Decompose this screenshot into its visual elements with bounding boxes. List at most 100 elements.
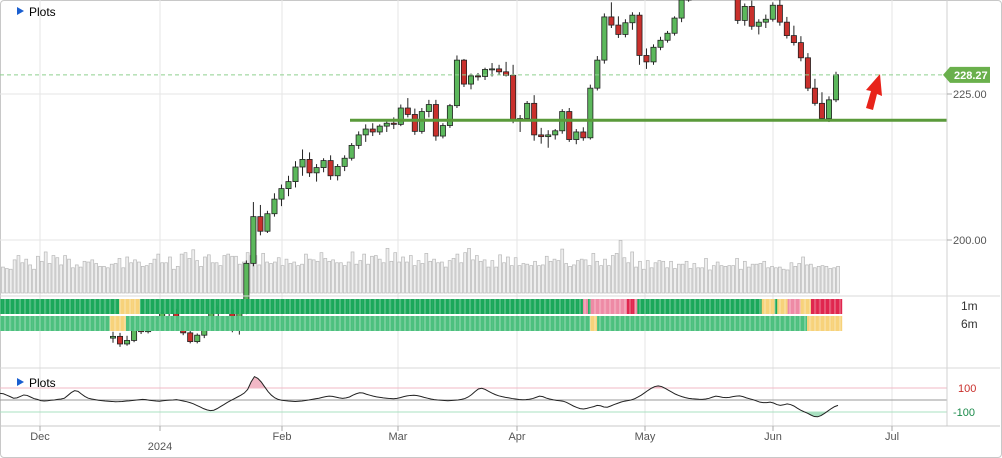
heatmap-cell-6m — [163, 316, 166, 331]
heatmap-cell-6m — [688, 316, 691, 331]
main-panel-title[interactable]: Plots — [29, 5, 56, 19]
volume-bar — [86, 261, 91, 294]
candle-down — [636, 14, 643, 56]
heatmap-cell-1m — [686, 299, 690, 314]
expand-triangle-icon[interactable] — [17, 378, 24, 386]
heatmap-cell-6m — [669, 316, 672, 331]
heatmap-cell-1m — [160, 299, 164, 314]
heatmap-cell-1m — [497, 299, 501, 314]
heatmap-cell-1m — [220, 299, 224, 314]
heatmap-cell-1m — [637, 299, 641, 314]
heatmap-cell-6m — [247, 316, 250, 331]
heatmap-cell-1m — [321, 299, 325, 314]
heatmap-cell-6m — [11, 316, 15, 331]
candle-down — [734, 0, 741, 21]
lower-panel-title[interactable]: Plots — [29, 376, 56, 390]
heatmap-cell-1m — [626, 299, 630, 314]
heatmap-cell-1m — [541, 299, 545, 314]
heatmap-cell-6m — [620, 316, 623, 331]
heatmap-cell-6m — [431, 316, 435, 331]
heatmap-cell-6m — [524, 316, 528, 331]
heatmap-cell-1m — [427, 299, 431, 314]
heatmap-cell-6m — [737, 316, 740, 331]
heatmap-cell-6m — [284, 316, 288, 331]
heatmap-cell-1m — [715, 299, 718, 314]
heatmap-cell-6m — [489, 316, 493, 331]
heatmap-cell-6m — [496, 316, 500, 331]
volume-bar — [688, 268, 693, 294]
volume-bar — [828, 268, 833, 294]
candle-down — [818, 102, 825, 119]
volume-bar — [20, 262, 25, 294]
expand-triangle-icon[interactable] — [17, 7, 24, 15]
heatmap-cell-6m — [326, 316, 330, 331]
volume-bar — [160, 262, 164, 294]
heatmap-cell-1m — [225, 299, 229, 314]
heatmap-cell-6m — [289, 316, 292, 331]
heatmap-cell-6m — [160, 316, 164, 331]
heatmap-cell-6m — [471, 316, 474, 331]
heatmap-cell-1m — [634, 299, 638, 314]
heatmap-cell-6m — [242, 316, 246, 331]
candle-down — [776, 4, 783, 23]
heatmap-cell-1m — [189, 299, 192, 314]
heatmap-cell-1m — [25, 299, 29, 314]
heatmap-cell-1m — [696, 299, 700, 314]
heatmap-cell-6m — [515, 316, 518, 331]
heatmap-cell-6m — [699, 316, 703, 331]
heatmap-cell-6m — [233, 316, 236, 331]
heatmap-cell-6m — [202, 316, 206, 331]
heatmap-cell-1m — [720, 299, 724, 314]
volume-bar — [5, 268, 9, 294]
heatmap-cell-6m — [557, 316, 560, 331]
heatmap-cell-6m — [195, 316, 199, 331]
volume-bar — [696, 267, 701, 294]
heatmap-cell-1m — [199, 299, 203, 314]
candle-up — [425, 104, 432, 112]
volume-bar — [630, 251, 634, 294]
volume-bar — [393, 252, 398, 294]
volume-bar — [432, 258, 436, 294]
heatmap-cell-1m — [12, 299, 16, 314]
volume-bar — [129, 262, 133, 294]
heatmap-cell-6m — [270, 316, 274, 331]
heatmap-cell-6m — [130, 316, 134, 331]
heatmap-cell-6m — [772, 316, 775, 331]
heatmap-cell-6m — [165, 316, 169, 331]
heatmap-cell-6m — [139, 316, 143, 331]
volume-bar — [191, 249, 196, 294]
heatmap-cell-1m — [46, 299, 50, 314]
heatmap-cell-6m — [732, 316, 735, 331]
heatmap-cell-1m — [549, 299, 553, 314]
heatmap-cell-6m — [51, 316, 54, 331]
heatmap-cell-1m — [49, 299, 53, 314]
heatmap-cell-6m — [58, 316, 61, 331]
heatmap-cell-6m — [312, 316, 316, 331]
heatmap-cell-6m — [30, 316, 33, 331]
volume-bar — [704, 258, 708, 294]
support-line-group — [0, 74, 947, 122]
heatmap-cell-1m — [287, 299, 291, 314]
heatmap-cell-6m — [837, 316, 840, 331]
heatmap-cell-1m — [782, 299, 786, 314]
candle-up — [755, 21, 762, 27]
candle-down — [510, 74, 517, 122]
volume-bar — [762, 260, 767, 294]
osc-negative-fill — [0, 412, 838, 417]
heatmap-cell-1m — [186, 299, 190, 314]
time-tick-label: Jun — [764, 431, 782, 443]
heatmap-cell-6m — [436, 316, 439, 331]
heatmap-cell-1m — [831, 299, 835, 314]
heatmap-cell-6m — [755, 316, 759, 331]
heatmap-cell-1m — [349, 299, 353, 314]
heatmap-cell-6m — [251, 316, 255, 331]
volume-bar — [32, 268, 36, 294]
heatmap-cell-6m — [809, 316, 812, 331]
heatmap-cell-6m — [373, 316, 376, 331]
heatmap-cell-6m — [552, 316, 556, 331]
candle-up — [482, 69, 489, 77]
heatmap-cell-1m — [139, 299, 143, 314]
heatmap-cell-1m — [227, 299, 231, 314]
heatmap-cell-1m — [704, 299, 708, 314]
